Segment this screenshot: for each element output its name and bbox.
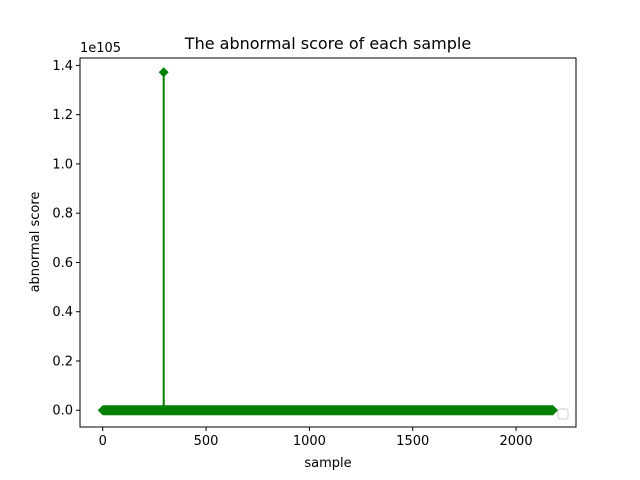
x-tick-label-3: 1500: [396, 434, 429, 449]
y-tick-label-1: 0.2: [52, 354, 73, 369]
spike-marker-0: [158, 67, 169, 78]
y-axis-label: abnormal score: [28, 192, 43, 293]
x-tick-label-2: 1000: [293, 434, 326, 449]
y-tick-label-7: 1.4: [52, 59, 73, 74]
baseline-start-marker: [97, 405, 108, 416]
plot-frame: [79, 57, 577, 428]
chart-title: The abnormal score of each sample: [184, 34, 471, 53]
x-tick-label-4: 2000: [500, 434, 533, 449]
legend-box: [557, 408, 569, 420]
plot-layer: [97, 67, 559, 416]
x-tick-label-1: 500: [194, 434, 219, 449]
y-tick-label-0: 0.0: [52, 404, 73, 419]
y-multiplier-label: 1e105: [80, 41, 121, 56]
y-axis-ticks: 0.0 0.2 0.4 0.6 0.8 1.0 1.2 1.4: [52, 59, 80, 419]
baseline-end-marker: [548, 405, 559, 416]
y-tick-label-5: 1.0: [52, 157, 73, 172]
y-tick-label-4: 0.8: [52, 207, 73, 222]
x-tick-label-0: 0: [99, 434, 107, 449]
x-axis-label: sample: [304, 456, 351, 471]
y-tick-label-6: 1.2: [52, 108, 73, 123]
y-tick-label-3: 0.6: [52, 256, 73, 271]
y-tick-label-2: 0.4: [52, 305, 73, 320]
x-axis-ticks: 0 500 1000 1500 2000: [99, 427, 533, 449]
